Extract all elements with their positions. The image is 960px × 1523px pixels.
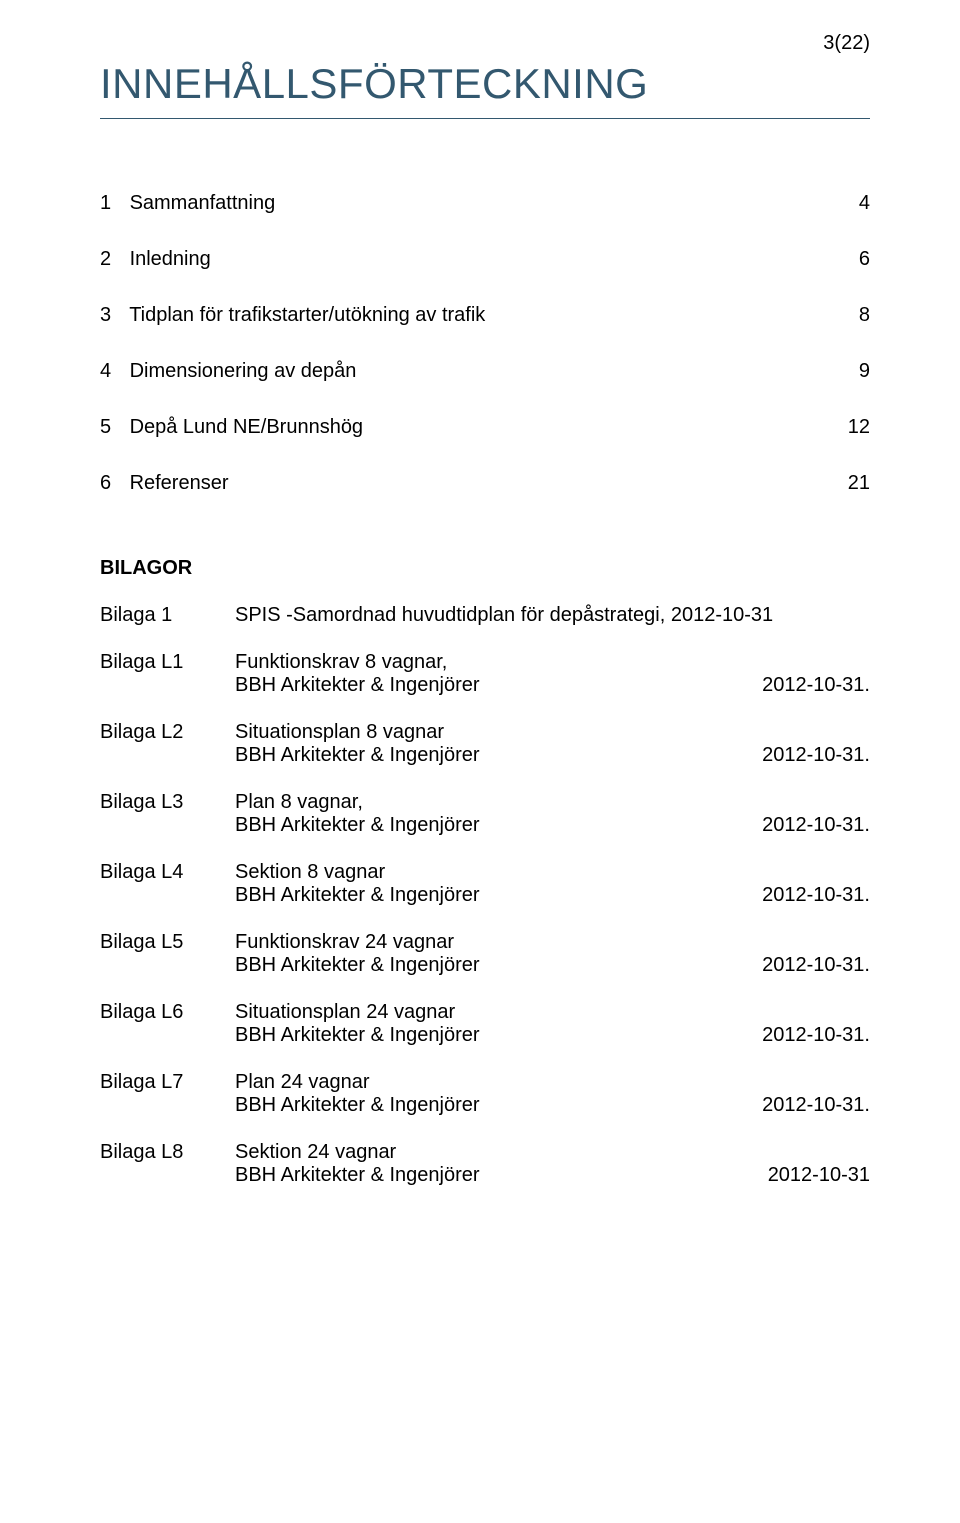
toc-page: 6 [839,245,870,273]
attachment-label: Bilaga L4 [100,861,235,884]
attachment-line2: BBH Arkitekter & Ingenjörer 2012-10-31. [235,1094,870,1117]
attachment-line1: Situationsplan 8 vagnar [235,721,870,744]
attachment-row: Bilaga L7 Plan 24 vagnar BBH Arkitekter … [100,1071,870,1117]
attachment-line2: BBH Arkitekter & Ingenjörer 2012-10-31 [235,1164,870,1187]
attachment-org: BBH Arkitekter & Ingenjörer [235,814,480,837]
attachment-date: 2012-10-31. [742,1094,870,1117]
attachment-line1: SPIS -Samordnad huvudtidplan för depåstr… [235,604,870,627]
attachment-line2: BBH Arkitekter & Ingenjörer 2012-10-31. [235,1024,870,1047]
attachment-line1: Funktionskrav 24 vagnar [235,931,870,954]
toc-entry: 4 Dimensionering av depån [100,357,356,385]
attachment-label: Bilaga L7 [100,1071,235,1094]
attachment-org: BBH Arkitekter & Ingenjörer [235,884,480,907]
toc-number: 3 [100,301,124,329]
attachment-line2: BBH Arkitekter & Ingenjörer 2012-10-31. [235,674,870,697]
toc-row: 4 Dimensionering av depån 9 [100,357,870,385]
attachment-line1: Plan 24 vagnar [235,1071,870,1094]
attachment-row: Bilaga L8 Sektion 24 vagnar BBH Arkitekt… [100,1141,870,1187]
attachment-label: Bilaga L8 [100,1141,235,1164]
attachments-list: Bilaga 1 SPIS -Samordnad huvudtidplan fö… [100,604,870,1187]
toc-title: Referenser [130,472,229,494]
attachment-label: Bilaga L3 [100,791,235,814]
attachment-body: Situationsplan 24 vagnar BBH Arkitekter … [235,1001,870,1047]
attachment-row: Bilaga L1 Funktionskrav 8 vagnar, BBH Ar… [100,651,870,697]
attachment-label: Bilaga L1 [100,651,235,674]
attachment-label: Bilaga L2 [100,721,235,744]
toc-number: 2 [100,245,124,273]
attachment-body: Sektion 24 vagnar BBH Arkitekter & Ingen… [235,1141,870,1187]
toc-number: 1 [100,189,124,217]
attachment-org: BBH Arkitekter & Ingenjörer [235,674,480,697]
attachment-row: Bilaga L2 Situationsplan 8 vagnar BBH Ar… [100,721,870,767]
attachment-body: Plan 24 vagnar BBH Arkitekter & Ingenjör… [235,1071,870,1117]
page-title: INNEHÅLLSFÖRTECKNING [100,60,870,119]
toc-row: 5 Depå Lund NE/Brunnshög 12 [100,413,870,441]
attachment-date: 2012-10-31 [748,1164,870,1187]
attachment-line1: Sektion 8 vagnar [235,861,870,884]
toc-number: 5 [100,413,124,441]
attachments-heading: BILAGOR [100,557,870,580]
attachment-body: Funktionskrav 8 vagnar, BBH Arkitekter &… [235,651,870,697]
toc-title: Dimensionering av depån [130,360,357,382]
attachment-date: 2012-10-31. [742,1024,870,1047]
attachment-org: BBH Arkitekter & Ingenjörer [235,954,480,977]
attachment-date: 2012-10-31. [742,884,870,907]
attachment-line1: Sektion 24 vagnar [235,1141,870,1164]
attachment-body: Funktionskrav 24 vagnar BBH Arkitekter &… [235,931,870,977]
attachment-org: BBH Arkitekter & Ingenjörer [235,744,480,767]
attachment-row: Bilaga 1 SPIS -Samordnad huvudtidplan fö… [100,604,870,627]
toc-page: 9 [839,357,870,385]
attachment-line1: Situationsplan 24 vagnar [235,1001,870,1024]
attachment-org: BBH Arkitekter & Ingenjörer [235,1024,480,1047]
toc-page: 8 [839,301,870,329]
toc-title: Inledning [130,248,211,270]
attachment-line2: BBH Arkitekter & Ingenjörer 2012-10-31. [235,884,870,907]
attachment-label: Bilaga L5 [100,931,235,954]
attachment-row: Bilaga L6 Situationsplan 24 vagnar BBH A… [100,1001,870,1047]
toc-title: Sammanfattning [130,192,276,214]
toc-row: 2 Inledning 6 [100,245,870,273]
attachment-row: Bilaga L5 Funktionskrav 24 vagnar BBH Ar… [100,931,870,977]
attachment-label: Bilaga 1 [100,604,235,627]
attachment-line2: BBH Arkitekter & Ingenjörer 2012-10-31. [235,814,870,837]
attachment-row: Bilaga L4 Sektion 8 vagnar BBH Arkitekte… [100,861,870,907]
attachment-body: Situationsplan 8 vagnar BBH Arkitekter &… [235,721,870,767]
attachment-date: 2012-10-31. [742,674,870,697]
toc-number: 4 [100,357,124,385]
toc-title: Tidplan för trafikstarter/utökning av tr… [129,304,485,326]
attachment-body: Plan 8 vagnar, BBH Arkitekter & Ingenjör… [235,791,870,837]
toc-entry: 3 Tidplan för trafikstarter/utökning av … [100,301,485,329]
document-page: 3(22) INNEHÅLLSFÖRTECKNING 1 Sammanfattn… [0,0,960,1523]
toc-entry: 5 Depå Lund NE/Brunnshög [100,413,363,441]
toc-row: 1 Sammanfattning 4 [100,189,870,217]
toc-number: 6 [100,469,124,497]
attachment-row: Bilaga L3 Plan 8 vagnar, BBH Arkitekter … [100,791,870,837]
attachment-body: Sektion 8 vagnar BBH Arkitekter & Ingenj… [235,861,870,907]
attachment-line2: BBH Arkitekter & Ingenjörer 2012-10-31. [235,744,870,767]
table-of-contents: 1 Sammanfattning 4 2 Inledning 6 3 Tidpl… [100,189,870,497]
toc-entry: 1 Sammanfattning [100,189,275,217]
attachment-body: SPIS -Samordnad huvudtidplan för depåstr… [235,604,870,627]
toc-page: 4 [839,189,870,217]
toc-entry: 2 Inledning [100,245,211,273]
toc-row: 3 Tidplan för trafikstarter/utökning av … [100,301,870,329]
toc-row: 6 Referenser 21 [100,469,870,497]
attachment-label: Bilaga L6 [100,1001,235,1024]
attachment-line1: Plan 8 vagnar, [235,791,870,814]
attachment-date: 2012-10-31. [742,744,870,767]
attachment-org: BBH Arkitekter & Ingenjörer [235,1094,480,1117]
page-number: 3(22) [823,32,870,55]
attachment-date: 2012-10-31. [742,954,870,977]
attachment-org: BBH Arkitekter & Ingenjörer [235,1164,480,1187]
toc-page: 21 [828,469,870,497]
toc-page: 12 [828,413,870,441]
toc-entry: 6 Referenser [100,469,229,497]
toc-title: Depå Lund NE/Brunnshög [130,416,364,438]
attachment-line1: Funktionskrav 8 vagnar, [235,651,870,674]
attachment-line2: BBH Arkitekter & Ingenjörer 2012-10-31. [235,954,870,977]
attachment-date: 2012-10-31. [742,814,870,837]
